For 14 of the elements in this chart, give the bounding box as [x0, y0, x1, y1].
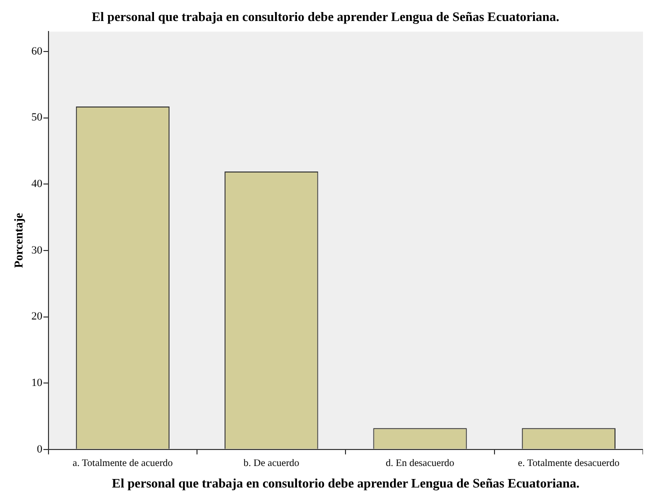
- y-tick-label: 10: [31, 376, 43, 389]
- y-tick-label: 60: [31, 45, 43, 58]
- y-tick-label: 0: [36, 443, 43, 456]
- y-axis-title: Porcentaje: [11, 212, 26, 268]
- y-tick-label: 40: [31, 178, 43, 190]
- x-tick-label: e. Totalmente desacuerdo: [518, 458, 620, 470]
- y-tick-label: 30: [31, 244, 43, 256]
- x-tick-label: b. De acuerdo: [243, 458, 300, 470]
- chart-title: El personal que trabaja en consultorio debe aprender Lengua de Señas Ecuatoriana.: [92, 9, 560, 24]
- y-tick-label: 20: [31, 310, 43, 323]
- x-tick-label: d. En desacuerdo: [386, 458, 454, 470]
- x-axis-title: El personal que trabaja en consultorio debe aprender Lengua de Señas Ecuatoriana.: [112, 476, 580, 491]
- x-tick-label: a. Totalmente de acuerdo: [72, 458, 173, 470]
- y-tick-label: 50: [31, 112, 43, 124]
